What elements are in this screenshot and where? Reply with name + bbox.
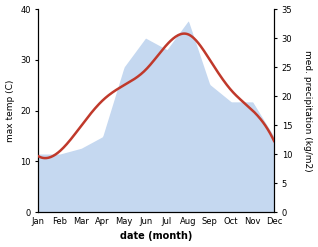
Y-axis label: med. precipitation (kg/m2): med. precipitation (kg/m2): [303, 50, 313, 171]
Y-axis label: max temp (C): max temp (C): [5, 79, 15, 142]
X-axis label: date (month): date (month): [120, 231, 192, 242]
